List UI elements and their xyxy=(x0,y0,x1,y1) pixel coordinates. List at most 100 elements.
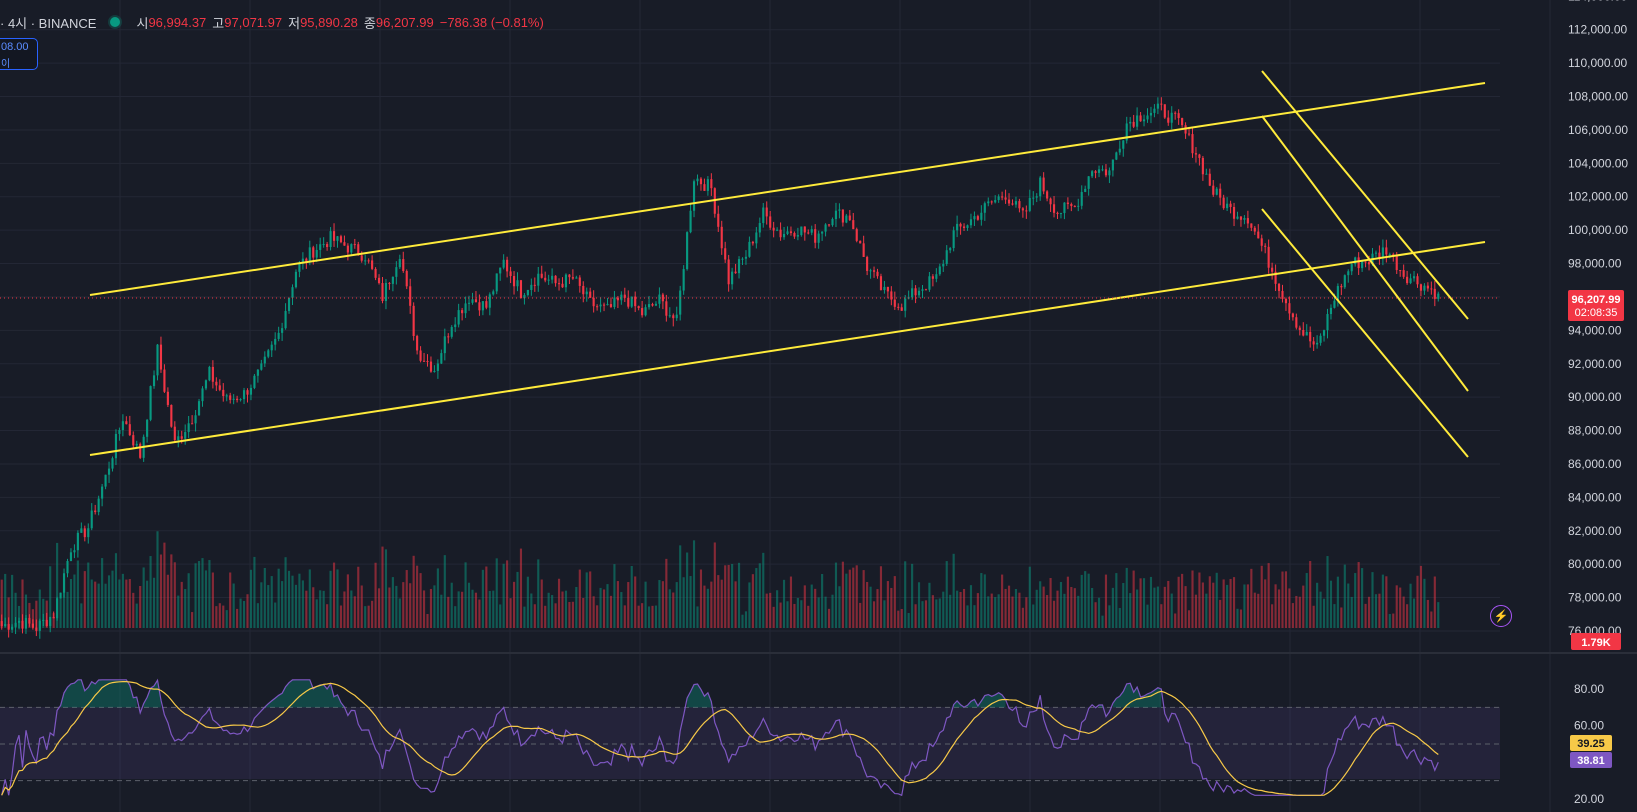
candle[interactable] xyxy=(478,302,481,311)
candle[interactable] xyxy=(831,219,834,226)
candle[interactable] xyxy=(222,389,225,397)
candle[interactable] xyxy=(457,310,460,325)
candle[interactable] xyxy=(1402,270,1405,277)
candle[interactable] xyxy=(644,307,647,316)
candle[interactable] xyxy=(173,426,176,441)
candle[interactable] xyxy=(1011,203,1014,205)
candle[interactable] xyxy=(1032,197,1035,199)
candle[interactable] xyxy=(852,220,855,230)
candle[interactable] xyxy=(104,474,107,487)
candle[interactable] xyxy=(1385,247,1388,255)
candle[interactable] xyxy=(350,244,353,253)
candle[interactable] xyxy=(322,244,325,246)
candle[interactable] xyxy=(1295,317,1298,328)
candle[interactable] xyxy=(412,305,415,337)
candle[interactable] xyxy=(495,273,498,292)
candle[interactable] xyxy=(838,209,841,211)
candle[interactable] xyxy=(488,294,491,308)
candle[interactable] xyxy=(1329,307,1333,315)
candle[interactable] xyxy=(433,370,436,372)
candle[interactable] xyxy=(211,366,214,382)
candle[interactable] xyxy=(1212,185,1215,195)
candle[interactable] xyxy=(1274,271,1277,284)
candle[interactable] xyxy=(1433,288,1436,299)
candle[interactable] xyxy=(554,275,557,284)
candle[interactable] xyxy=(1014,201,1018,205)
candle[interactable] xyxy=(201,388,204,402)
candle[interactable] xyxy=(800,226,803,236)
candle[interactable] xyxy=(917,290,921,296)
candle[interactable] xyxy=(343,242,346,246)
candle[interactable] xyxy=(177,436,180,441)
candle[interactable] xyxy=(561,283,564,288)
candle[interactable] xyxy=(921,289,924,291)
candle[interactable] xyxy=(1142,119,1146,122)
candle[interactable] xyxy=(935,274,938,279)
candle[interactable] xyxy=(1091,171,1094,177)
candle[interactable] xyxy=(56,598,59,619)
candle[interactable] xyxy=(450,327,453,337)
candle[interactable] xyxy=(782,233,786,238)
candle[interactable] xyxy=(94,510,97,513)
candle[interactable] xyxy=(1160,103,1163,105)
candle[interactable] xyxy=(215,381,218,386)
candle[interactable] xyxy=(1080,191,1083,206)
candle[interactable] xyxy=(859,240,862,244)
candle[interactable] xyxy=(14,622,17,627)
candle[interactable] xyxy=(1322,330,1326,336)
candle[interactable] xyxy=(789,231,793,234)
flash-icon[interactable]: ⚡ xyxy=(1490,605,1512,627)
candle[interactable] xyxy=(263,356,266,364)
candle[interactable] xyxy=(326,244,329,248)
candle[interactable] xyxy=(267,350,270,357)
candle[interactable] xyxy=(821,231,824,234)
candle[interactable] xyxy=(710,179,713,189)
candle[interactable] xyxy=(357,244,360,256)
candle[interactable] xyxy=(990,201,993,203)
candle[interactable] xyxy=(983,203,986,213)
candle[interactable] xyxy=(111,458,114,469)
candle[interactable] xyxy=(928,276,931,290)
candle[interactable] xyxy=(21,620,24,629)
candle[interactable] xyxy=(1149,112,1153,116)
candle[interactable] xyxy=(287,297,291,311)
candle[interactable] xyxy=(146,419,149,437)
candle[interactable] xyxy=(897,306,900,308)
candle[interactable] xyxy=(1305,331,1308,336)
candle[interactable] xyxy=(893,299,896,307)
candle[interactable] xyxy=(249,387,253,395)
candle[interactable] xyxy=(371,260,374,269)
candle[interactable] xyxy=(180,436,183,439)
candle[interactable] xyxy=(1367,262,1371,265)
candle[interactable] xyxy=(1035,196,1038,198)
candle[interactable] xyxy=(845,215,848,223)
candle[interactable] xyxy=(765,207,768,217)
candle[interactable] xyxy=(114,433,118,459)
candle[interactable] xyxy=(284,310,287,329)
candle[interactable] xyxy=(841,209,844,223)
candle[interactable] xyxy=(1399,270,1402,272)
candle[interactable] xyxy=(734,271,737,274)
candle[interactable] xyxy=(824,224,827,232)
candle[interactable] xyxy=(1101,169,1104,171)
candle[interactable] xyxy=(1288,303,1291,314)
falling-channel-lower[interactable] xyxy=(1261,208,1469,458)
candle[interactable] xyxy=(170,404,173,427)
candle[interactable] xyxy=(627,297,630,307)
candle[interactable] xyxy=(1115,152,1118,160)
candle[interactable] xyxy=(24,617,28,629)
candle[interactable] xyxy=(959,223,962,227)
candle[interactable] xyxy=(440,353,443,364)
candle[interactable] xyxy=(305,258,308,262)
candle[interactable] xyxy=(807,232,810,234)
candle[interactable] xyxy=(31,623,34,628)
candle[interactable] xyxy=(544,277,547,281)
candle[interactable] xyxy=(731,271,734,285)
candle[interactable] xyxy=(1333,300,1336,308)
candle[interactable] xyxy=(987,201,990,204)
candle[interactable] xyxy=(592,297,595,307)
symbol-title[interactable]: · 4시 · BINANCE xyxy=(0,15,97,31)
candle[interactable] xyxy=(512,276,516,287)
candle[interactable] xyxy=(312,247,315,258)
candle[interactable] xyxy=(346,245,349,253)
